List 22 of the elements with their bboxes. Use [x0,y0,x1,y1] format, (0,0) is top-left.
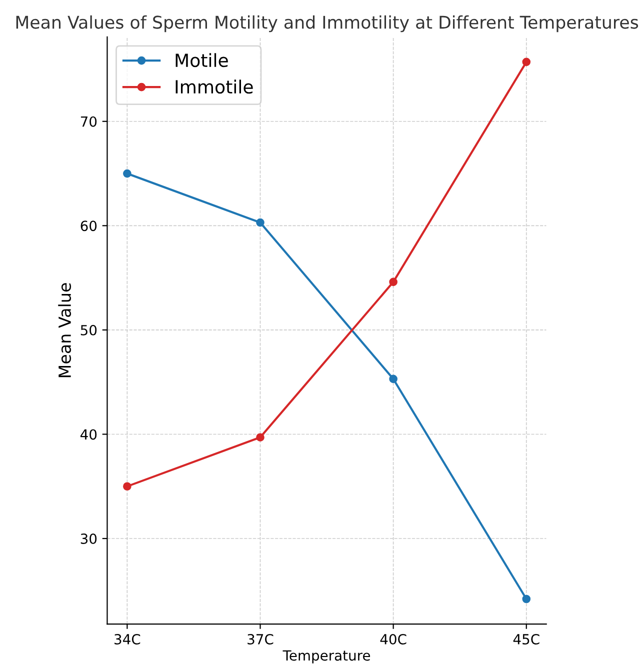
y-axis-title: Mean Value [58,283,72,378]
y-tick-label: 50 [80,324,97,336]
point [256,218,264,227]
point [123,169,132,178]
point [389,278,398,286]
point [389,374,398,384]
legend-label: Motile [176,53,228,68]
legend-label: Immotile [176,80,253,94]
y-tick-label: 60 [80,220,97,232]
chart-title: Mean Values of Sperm Motility and Immotility at Different Temperatures [16,15,638,32]
point [522,594,531,604]
x-axis-title: Temperature [282,650,370,664]
point [522,58,531,66]
x-tick-label: 37C [248,634,274,645]
point [123,482,132,491]
x-tick-label: 34C [114,634,140,645]
y-tick-label: 30 [80,533,97,544]
x-tick-label: 40C [380,634,406,645]
y-tick-label: 70 [80,116,97,127]
point [256,433,264,442]
x-tick-label: 45C [513,634,540,645]
y-tick-label: 40 [80,429,97,440]
